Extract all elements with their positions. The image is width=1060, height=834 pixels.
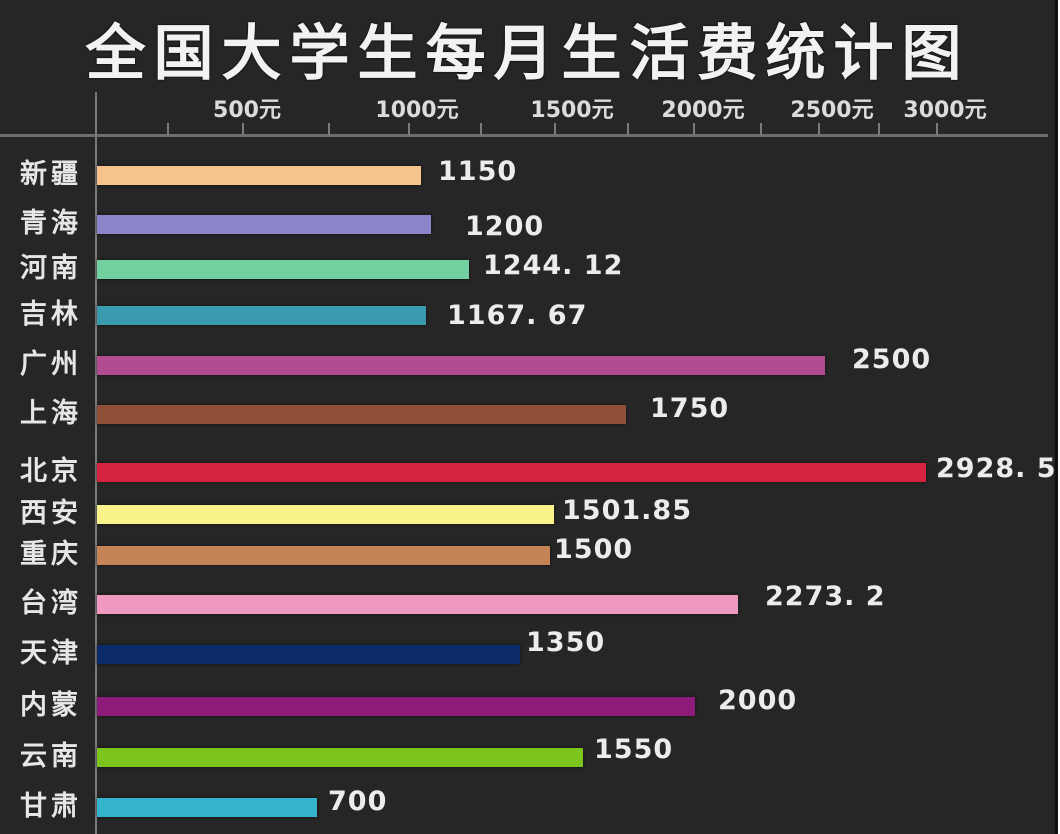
- category-label: 内蒙: [20, 690, 82, 721]
- value-label: 1500: [554, 534, 634, 565]
- x-axis-tick: [818, 123, 820, 135]
- bar: [97, 645, 520, 664]
- bar: [97, 215, 431, 234]
- value-label: 2928. 5: [936, 453, 1057, 484]
- x-axis-tick: [760, 123, 762, 135]
- bar: [97, 505, 554, 524]
- category-label: 上海: [20, 398, 82, 429]
- bar: [97, 798, 317, 817]
- value-label: 1200: [465, 211, 545, 242]
- value-label: 1150: [438, 156, 518, 187]
- category-label: 广州: [20, 349, 82, 380]
- x-axis-tick: [167, 123, 169, 135]
- category-label: 吉林: [20, 299, 82, 330]
- x-axis-tick: [480, 123, 482, 135]
- y-axis-line: [95, 92, 97, 834]
- x-axis-tick: [328, 123, 330, 135]
- x-axis-tick-label: 3000元: [903, 98, 987, 123]
- bar-row: 青海 1200: [0, 209, 1055, 242]
- value-label: 2273. 2: [765, 581, 886, 612]
- category-label: 重庆: [20, 539, 82, 570]
- bar-row: 北京 2928. 5: [0, 454, 1056, 487]
- x-axis-tick-label: 1500元: [530, 98, 614, 123]
- value-label: 700: [328, 786, 388, 817]
- x-axis-tick-label: 1000元: [375, 98, 459, 123]
- bar-row: 西安 1501.85: [0, 496, 1055, 529]
- bar-row: 台湾 2273. 2: [0, 582, 1055, 619]
- category-label: 西安: [20, 498, 82, 529]
- x-axis-tick: [242, 123, 244, 135]
- chart-title: 全国大学生每月生活费统计图: [85, 19, 970, 89]
- category-label: 台湾: [20, 588, 82, 619]
- x-axis-tick: [554, 123, 556, 135]
- bar-row: 天津 1350: [0, 628, 1055, 669]
- value-label: 1350: [526, 627, 606, 658]
- value-label: 1501.85: [562, 495, 692, 526]
- bar-row: 新疆 1150: [0, 157, 1055, 190]
- category-label: 河南: [20, 253, 82, 284]
- value-label: 2000: [718, 685, 798, 716]
- x-axis-tick-label: 2000元: [661, 98, 745, 123]
- bar-row: 云南 1550: [0, 735, 1055, 772]
- x-axis-tick: [878, 123, 880, 135]
- value-label: 1750: [650, 393, 730, 424]
- x-axis-tick-label: 2500元: [790, 98, 874, 123]
- category-label: 天津: [20, 638, 82, 669]
- value-label: 2500: [852, 344, 932, 375]
- bar: [97, 356, 825, 375]
- category-label: 北京: [20, 456, 82, 487]
- bar: [97, 260, 469, 279]
- x-axis-line: [0, 134, 1048, 137]
- value-label: 1167. 67: [447, 300, 588, 331]
- x-axis-tick: [693, 123, 695, 135]
- bar: [97, 546, 550, 565]
- bar-row: 广州 2500: [0, 345, 1055, 380]
- bar: [97, 595, 738, 614]
- bar: [97, 463, 926, 482]
- bar-row: 上海 1750: [0, 394, 1055, 429]
- bar: [97, 405, 626, 424]
- x-axis-tick: [627, 123, 629, 135]
- x-axis-tick: [408, 123, 410, 135]
- value-label: 1550: [594, 734, 674, 765]
- bar: [97, 697, 695, 716]
- bar-row: 吉林 1167. 67: [0, 300, 1055, 331]
- bar-row: 河南 1244. 12: [0, 251, 1055, 284]
- bar-row: 甘肃 700: [0, 787, 1055, 822]
- category-label: 青海: [20, 208, 82, 239]
- category-label: 甘肃: [20, 791, 82, 822]
- category-label: 云南: [20, 741, 82, 772]
- bar: [97, 166, 421, 185]
- category-label: 新疆: [20, 159, 82, 190]
- right-edge-border: [1055, 0, 1058, 834]
- bar: [97, 306, 426, 325]
- x-axis-tick-label: 500元: [213, 98, 281, 123]
- bar-row: 内蒙 2000: [0, 686, 1055, 721]
- bar-row: 重庆 1500: [0, 535, 1055, 570]
- value-label: 1244. 12: [483, 250, 624, 281]
- bar: [97, 748, 583, 767]
- x-axis-tick: [936, 123, 938, 135]
